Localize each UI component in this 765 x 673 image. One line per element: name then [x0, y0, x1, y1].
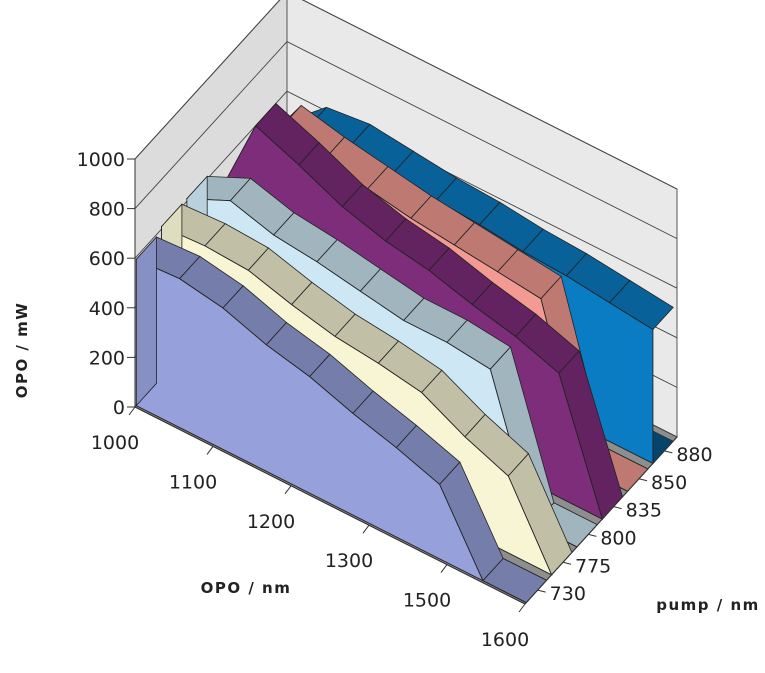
y-tick-mark: [613, 506, 622, 510]
x-tick-label: 1500: [403, 590, 451, 612]
x-tick-mark: [284, 485, 292, 495]
x-tick-label: 1000: [91, 432, 139, 454]
y-tick-mark: [588, 533, 597, 537]
x-tick-mark: [362, 524, 370, 534]
chart-axes: [134, 159, 678, 605]
y-tick-labels: 730 775 800 835 850 880: [537, 444, 713, 605]
z-tick-label: 400: [89, 298, 125, 320]
x-tick-labels: 1000 1100 1200 1300 1500 1600: [91, 406, 529, 651]
y-axis-line: [524, 436, 678, 605]
series-end-cap: [135, 235, 157, 407]
y-tick-mark: [664, 450, 673, 454]
x-axis-line: [134, 406, 526, 605]
y-tick-mark: [638, 478, 648, 482]
z-tick-label: 1000: [77, 149, 125, 171]
x-tick-label: 1100: [169, 471, 217, 493]
z-tick-label: 800: [89, 199, 125, 221]
z-tick-label: 600: [89, 248, 125, 270]
series-front-face: [135, 258, 527, 604]
x-tick-label: 1200: [247, 511, 295, 533]
x-tick-mark: [206, 446, 214, 455]
z-tick-label: 200: [89, 347, 125, 369]
y-tick-mark: [562, 561, 572, 565]
series-layer: [135, 102, 674, 604]
z-axis-title: OPO / mW: [13, 302, 31, 399]
gridline: [134, 90, 678, 289]
y-tick-label: 800: [600, 527, 636, 549]
z-tick-labels: 0 200 400 600 800 1000: [77, 149, 135, 419]
x-tick-mark: [128, 406, 136, 416]
x-tick-label: 1300: [325, 550, 373, 572]
x-tick-mark: [518, 603, 526, 613]
x-tick-mark: [440, 564, 448, 573]
y-tick-label: 835: [626, 500, 662, 522]
y-tick-label: 730: [550, 583, 586, 605]
z-tick-label: 0: [113, 397, 125, 419]
y-axis-title: pump / nm: [656, 596, 760, 614]
series-730: [135, 235, 548, 604]
y-tick-label: 775: [575, 555, 611, 577]
x-axis-title: OPO / nm: [201, 579, 292, 597]
gridline: [134, 0, 678, 190]
y-tick-label: 850: [651, 472, 687, 494]
gridline: [134, 41, 678, 240]
x-tick-label: 1600: [481, 629, 529, 651]
y-tick-mark: [537, 589, 546, 593]
y-tick-label: 880: [676, 444, 712, 466]
